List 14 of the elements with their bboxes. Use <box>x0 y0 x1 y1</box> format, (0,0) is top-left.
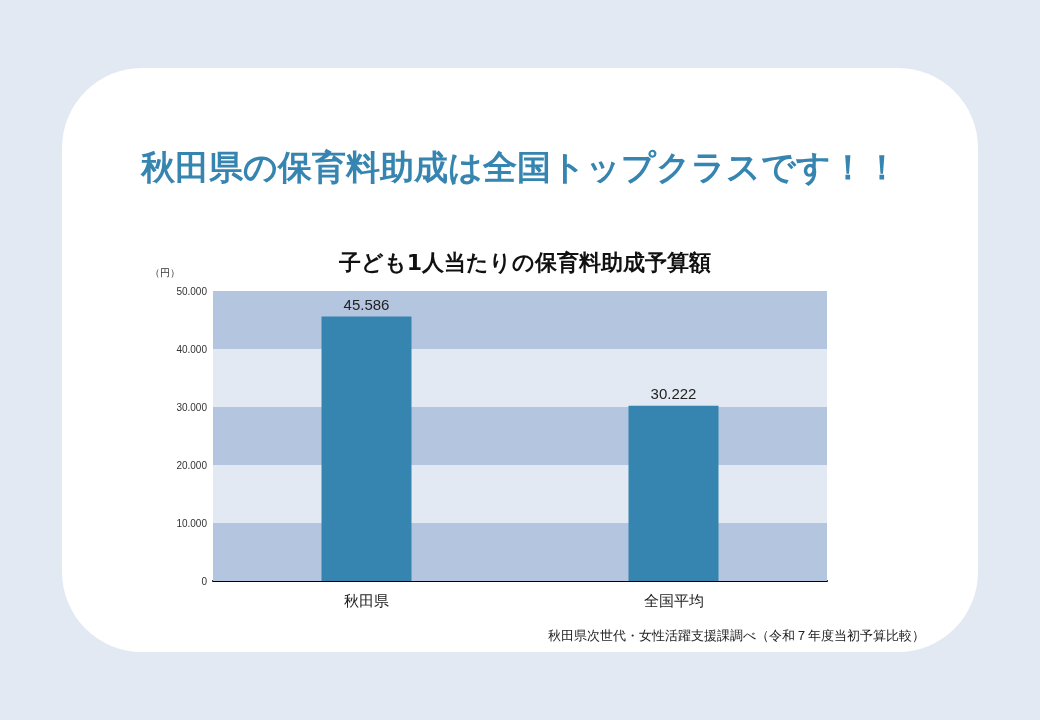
y-tick-label: 30.000 <box>176 401 208 413</box>
y-tick-label: 20.000 <box>176 459 208 471</box>
y-tick-label: 0 <box>201 575 208 587</box>
x-tick-label: 秋田県 <box>344 591 389 610</box>
y-tick-label: 40.000 <box>176 343 208 355</box>
data-label: 45.586 <box>343 295 390 313</box>
y-axis-title: （円） <box>150 266 180 278</box>
text: 秋田県次世代・女性活躍支援課調べ（令和７年度当初予算比較） <box>548 628 925 643</box>
y-tick-label: 10.000 <box>176 517 208 529</box>
chart-title: 秋田県の保育料助成は全国トップクラスです！！ <box>140 147 899 187</box>
data-label: 30.222 <box>650 384 697 402</box>
chart-subtitle: 子ども1人当たりの保育料助成予算額 <box>337 249 712 275</box>
x-tick-label: 全国平均 <box>643 591 704 610</box>
y-tick-label: 50.000 <box>176 285 208 297</box>
